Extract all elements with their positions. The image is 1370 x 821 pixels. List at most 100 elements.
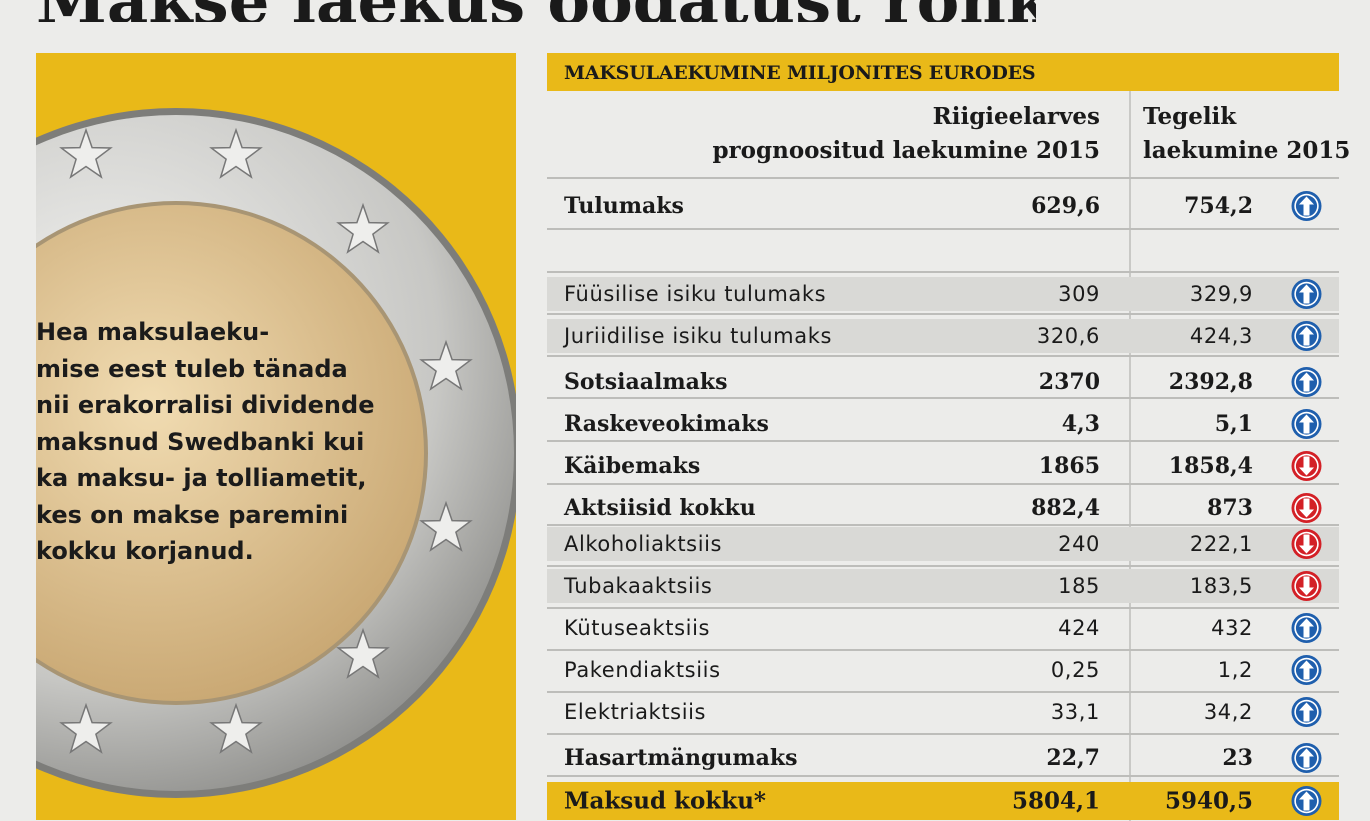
row-divider xyxy=(547,733,1339,735)
tax-name: Elektriaktsiis xyxy=(564,700,707,724)
quote-line: kes on makse paremini xyxy=(36,500,349,529)
euro-coin-illustration xyxy=(36,108,516,798)
budget-value: 424 xyxy=(1058,616,1100,640)
table-row: Raskeveokimaks 4,3 5,1 xyxy=(547,403,1339,445)
quote-line: kokku korjanud. xyxy=(36,537,254,565)
actual-value: 424,3 xyxy=(1189,324,1253,348)
budget-value: 4,3 xyxy=(1061,411,1100,437)
budget-value: 882,4 xyxy=(1031,495,1100,521)
total-label: Maksud kokku* xyxy=(564,787,766,815)
arrow-up-circle-icon xyxy=(1291,279,1322,309)
table-row: Tulumaks 629,6 754,2 xyxy=(547,185,1339,227)
arrow-down-circle-icon xyxy=(1291,451,1322,481)
tax-name: Sotsiaalmaks xyxy=(564,369,728,395)
pull-quote: Hea maksulaeku- mise eest tuleb tänada n… xyxy=(36,314,396,570)
tax-name: Juriidilise isiku tulumaks xyxy=(564,324,832,348)
row-divider xyxy=(547,691,1339,693)
row-shading xyxy=(547,319,1339,353)
headline: Makse laekus oodatust rohkem xyxy=(36,0,1036,22)
column-header-budget-line1: Riigieelarves xyxy=(932,103,1100,130)
arrow-up-circle-icon xyxy=(1291,409,1322,439)
actual-value: 5,1 xyxy=(1214,411,1253,437)
table-row: Füüsilise isiku tulumaks 309 329,9 xyxy=(547,277,1339,311)
table-row: Juriidilise isiku tulumaks 320,6 424,3 xyxy=(547,319,1339,353)
arrow-up-circle-icon xyxy=(1291,697,1322,727)
quote-line: Hea maksulaeku- xyxy=(36,318,270,346)
budget-value: 309 xyxy=(1058,282,1100,306)
actual-value: 222,1 xyxy=(1189,532,1253,556)
arrow-up-circle-icon xyxy=(1291,655,1322,685)
row-divider xyxy=(547,524,1339,526)
row-divider xyxy=(547,228,1339,230)
table-row: Käibemaks 1865 1858,4 xyxy=(547,445,1339,487)
arrow-up-circle-icon xyxy=(1291,191,1322,221)
tax-name: Aktsiisid kokku xyxy=(564,495,756,521)
arrow-up-circle-icon xyxy=(1291,743,1322,773)
actual-value: 2392,8 xyxy=(1168,369,1253,395)
row-shading xyxy=(547,569,1339,603)
column-header-actual: Tegelik laekumine 2015 xyxy=(1143,100,1350,168)
budget-value: 185 xyxy=(1058,574,1100,598)
row-divider xyxy=(547,355,1339,357)
tax-name: Tulumaks xyxy=(564,193,684,219)
budget-value: 240 xyxy=(1058,532,1100,556)
actual-value: 329,9 xyxy=(1189,282,1253,306)
table-row: Elektriaktsiis 33,1 34,2 xyxy=(547,695,1339,729)
actual-value: 873 xyxy=(1207,495,1253,521)
arrow-down-circle-icon xyxy=(1291,493,1322,523)
tax-name: Hasartmängumaks xyxy=(564,745,798,771)
arrow-up-circle-icon xyxy=(1291,367,1322,397)
table-title-bar: MAKSULAEKUMINE MILJONITES EURODES xyxy=(547,53,1339,91)
budget-value: 629,6 xyxy=(1031,193,1100,219)
tax-name: Füüsilise isiku tulumaks xyxy=(564,282,827,306)
table-row: Kütuseaktsiis 424 432 xyxy=(547,611,1339,645)
row-divider xyxy=(547,440,1339,442)
table-row: Pakendiaktsiis 0,25 1,2 xyxy=(547,653,1339,687)
actual-value: 23 xyxy=(1222,745,1253,771)
row-shading xyxy=(547,527,1339,561)
column-header-budget: Riigieelarves prognoositud laekumine 201… xyxy=(712,100,1100,168)
table-row: Aktsiisid kokku 882,4 873 xyxy=(547,487,1339,529)
arrow-up-circle-icon xyxy=(1291,613,1322,643)
tax-name: Tubakaaktsiis xyxy=(564,574,713,598)
arrow-down-circle-icon xyxy=(1291,529,1322,559)
column-header-budget-line2: prognoositud laekumine 2015 xyxy=(712,137,1100,164)
arrow-down-circle-icon xyxy=(1291,571,1322,601)
budget-value: 2370 xyxy=(1038,369,1100,395)
actual-value: 1,2 xyxy=(1217,658,1253,682)
quote-line: ka maksu- ja tolliametit, xyxy=(36,464,367,492)
tax-name: Kütuseaktsiis xyxy=(564,616,711,640)
tax-name: Raskeveokimaks xyxy=(564,411,769,437)
column-header-actual-line1: Tegelik xyxy=(1143,103,1237,130)
quote-line: maksnud Swedbanki kui xyxy=(36,427,365,456)
row-divider xyxy=(547,607,1339,609)
budget-value: 320,6 xyxy=(1036,324,1100,348)
arrow-up-circle-icon xyxy=(1291,321,1322,351)
actual-value: 1858,4 xyxy=(1168,453,1253,479)
row-divider xyxy=(547,649,1339,651)
sidebar-panel: Hea maksulaeku- mise eest tuleb tänada n… xyxy=(36,53,516,820)
total-row: Maksud kokku* 5804,1 5940,5 xyxy=(547,782,1339,820)
tax-name: Alkoholiaktsiis xyxy=(564,532,723,556)
table-row: Sotsiaalmaks 2370 2392,8 xyxy=(547,361,1339,403)
quote-line: nii erakorralisi dividende xyxy=(36,391,375,419)
tax-name: Pakendiaktsiis xyxy=(564,658,721,682)
row-divider xyxy=(547,483,1339,485)
arrow-up-circle-icon xyxy=(1291,786,1322,816)
column-header-actual-line2: laekumine 2015 xyxy=(1143,137,1351,164)
row-divider xyxy=(547,271,1339,273)
row-divider xyxy=(547,313,1339,315)
table-row: Tubakaaktsiis 185 183,5 xyxy=(547,569,1339,603)
total-actual-value: 5940,5 xyxy=(1164,787,1253,815)
budget-value: 33,1 xyxy=(1050,700,1100,724)
quote-line: mise eest tuleb tänada xyxy=(36,354,348,383)
budget-value: 1865 xyxy=(1038,453,1100,479)
actual-value: 432 xyxy=(1211,616,1253,640)
budget-value: 0,25 xyxy=(1050,658,1100,682)
actual-value: 754,2 xyxy=(1184,193,1253,219)
table-row: Hasartmängumaks 22,7 23 xyxy=(547,737,1339,779)
row-divider xyxy=(547,397,1339,399)
tax-name: Käibemaks xyxy=(564,453,701,479)
budget-value: 22,7 xyxy=(1046,745,1100,771)
actual-value: 34,2 xyxy=(1203,700,1253,724)
